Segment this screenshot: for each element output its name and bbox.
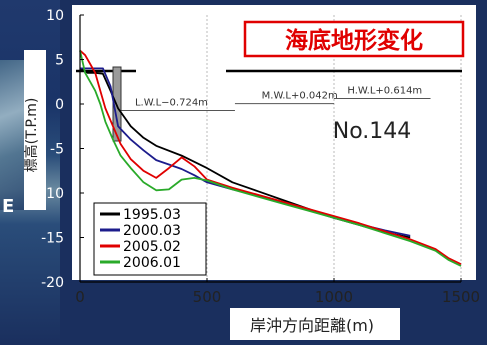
y-tick-label-1: 5	[55, 53, 64, 69]
chart-subtitle: No.144	[333, 119, 412, 144]
x-tick-label-3: 1500	[442, 288, 480, 306]
y-tick-label-6: -20	[41, 275, 64, 291]
ylabel-background	[24, 50, 46, 210]
x-axis-label: 岸沖方向距離(m)	[250, 316, 374, 335]
x-tick-label-1: 500	[193, 288, 222, 306]
chart-title: 海底地形変化	[285, 27, 423, 54]
legend-label-1: 2000.03	[123, 223, 181, 239]
x-tick-label-2: 1000	[315, 288, 353, 306]
series-line-2005.02	[79, 49, 462, 266]
xlabel-background	[230, 308, 400, 340]
y-tick-label-5: -15	[41, 231, 64, 247]
legend-label-3: 2006.01	[123, 255, 181, 271]
water-level-label-2: H.W.L+0.614m	[347, 86, 422, 97]
title-box	[243, 20, 465, 58]
x-tick-label-0: 0	[75, 288, 85, 306]
grid-layer	[206, 15, 462, 282]
y-tick-label-0: 10	[46, 8, 64, 24]
y-axis-label: 標高(T.P.m)	[23, 98, 40, 173]
slide-side-glyph: E	[2, 196, 15, 217]
series-layer	[79, 49, 462, 267]
water-level-label-0: L.W.L−0.724m	[135, 97, 208, 108]
legend-label-2: 2005.02	[123, 239, 181, 255]
axis-layer: 10 5 0 -5 -10 -15 -20 0 500 1000 1500	[41, 8, 480, 306]
y-tick-label-3: -5	[50, 142, 64, 158]
legend-label-0: 1995.03	[123, 207, 181, 223]
y-tick-label-4: -10	[41, 186, 64, 202]
series-line-2006.01	[79, 50, 462, 267]
water-level-label-1: M.W.L+0.042m	[262, 91, 338, 102]
y-tick-label-2: 0	[55, 97, 64, 113]
